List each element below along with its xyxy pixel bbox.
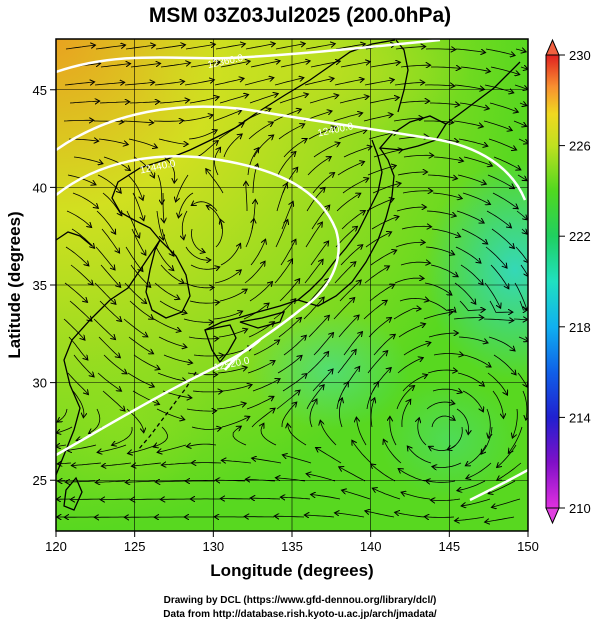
y-tick-label: 45	[33, 83, 47, 98]
colorbar-label: 218	[569, 320, 591, 335]
y-tick-label: 25	[33, 473, 47, 488]
colorbar-max-triangle	[546, 40, 559, 55]
x-tick-label: 125	[124, 539, 146, 554]
y-tick-label: 35	[33, 278, 47, 293]
x-tick-label: 135	[281, 539, 303, 554]
colorbar: 230 226 222 218 214 210	[546, 40, 591, 523]
colorbar-labels: 230 226 222 218 214 210	[559, 48, 591, 516]
credit-data: Data from http://database.rish.kyoto-u.a…	[163, 609, 437, 620]
x-tick-label: 150	[517, 539, 539, 554]
colorbar-label: 230	[569, 48, 591, 63]
x-tick-label: 140	[360, 539, 382, 554]
colorbar-label: 210	[569, 501, 591, 516]
streamline	[71, 499, 100, 500]
streamline	[514, 319, 527, 320]
x-tick-label: 120	[45, 539, 67, 554]
y-axis-ticks: 25 30 35 40 45	[33, 83, 56, 488]
colorbar-label: 214	[569, 410, 591, 425]
cool-region-east	[425, 160, 599, 380]
x-tick-label: 145	[438, 539, 460, 554]
x-tick-label: 130	[202, 539, 224, 554]
colorbar-label: 222	[569, 229, 591, 244]
warm-region-southwest	[30, 340, 210, 500]
y-tick-label: 40	[33, 180, 47, 195]
colorbar-ramp	[546, 55, 559, 508]
y-tick-label: 30	[33, 376, 47, 391]
cool-region-central	[250, 310, 410, 430]
colorbar-label: 226	[569, 139, 591, 154]
x-axis-title: Longitude (degrees)	[210, 561, 373, 580]
credit-drawing: Drawing by DCL (https://www.gfd-dennou.o…	[164, 595, 437, 606]
colorbar-min-triangle	[546, 508, 559, 523]
y-axis-title: Latitude (degrees)	[5, 211, 24, 358]
chart-title: MSM 03Z03Jul2025 (200.0hPa)	[149, 4, 451, 27]
x-axis-ticks: 120 125 130 135 140 145 150	[45, 531, 539, 554]
